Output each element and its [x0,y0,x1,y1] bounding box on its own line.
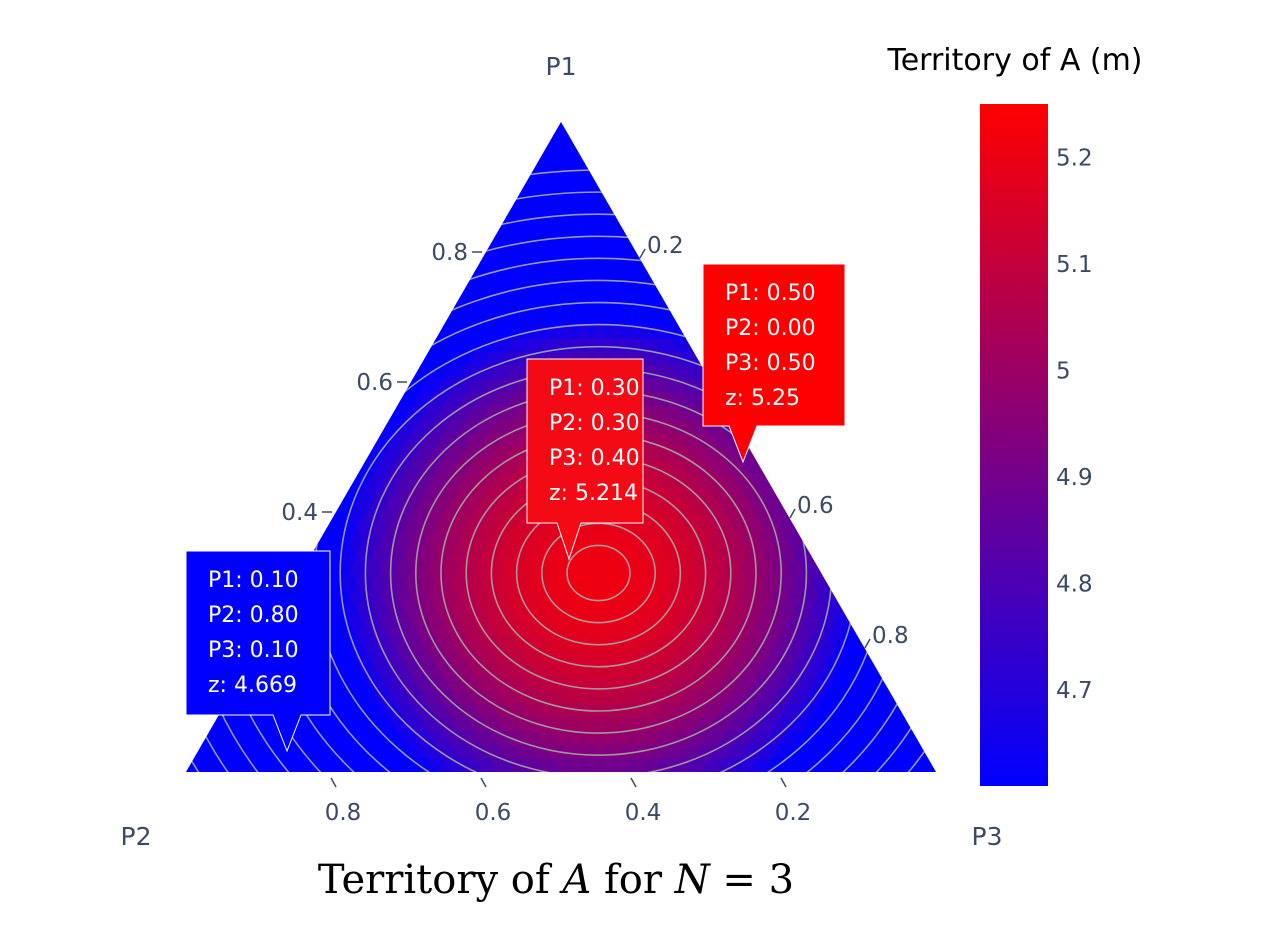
annotation-line: z: 5.25 [725,386,800,411]
annotation-line: P2: 0.00 [725,316,816,341]
title-part: = 3 [710,857,794,903]
tick-mark-p2 [630,777,637,788]
annotation-box [702,263,846,464]
annotation-box [526,358,644,561]
tick-mark-p2 [780,777,787,788]
title-part: A [558,857,591,903]
corner-title-p1: P1 [546,52,577,81]
title-part: for [591,857,674,903]
annotations: P1: 0.30 P2: 0.30 P3: 0.40 z: 5.214 P1: 0.50… [185,263,846,753]
tick-label-p2: 0.6 [475,800,512,826]
tick-label-p2: 0.8 [325,800,362,826]
tick-label-p1: 0.6 [356,370,393,396]
annotation-edge: P1: 0.50 P2: 0.00 P3: 0.50 z: 5.25 [702,263,846,464]
annotation-line: P1: 0.10 [208,568,299,593]
tick-mark-p3 [789,508,796,519]
annotation-line: P3: 0.10 [208,638,299,663]
title-part: Territory of [318,857,562,903]
colorbar-tick-label: 5.1 [1056,252,1093,278]
colorbar: 5.2 5.1 5 4.9 4.8 4.7 Territory of A (m) [886,43,1143,786]
colorbar-tick-label: 5 [1056,358,1071,384]
ternary-axes: 0.8 0.6 0.4 0.8 0.6 0.4 0.2 0.2 0.6 0.8 P1 P2 P3 [121,52,1003,851]
annotation-line: z: 4.669 [208,673,297,698]
colorbar-title: Territory of A (m) [886,43,1142,78]
annotation-line: P2: 0.80 [208,603,299,628]
annotation-line: P3: 0.40 [549,446,640,471]
colorbar-tick-label: 4.9 [1056,465,1093,491]
colorbar-tick-label: 4.7 [1056,678,1093,704]
tick-label-p3: 0.8 [872,623,909,649]
contour-line [566,544,631,602]
tick-label-p2: 0.4 [625,800,662,826]
colorbar-tick-label: 4.8 [1056,572,1093,598]
annotation-corner: P1: 0.10 P2: 0.80 P3: 0.10 z: 4.669 [185,550,331,753]
colorbar-gradient [980,104,1048,786]
chart-title: Territory of A for N = 3 [318,857,794,903]
annotation-box [185,550,331,753]
annotation-line: z: 5.214 [549,481,638,506]
tick-label-p2: 0.2 [775,800,812,826]
title-part: N [674,857,712,903]
tick-mark-p2 [330,777,337,788]
tick-mark-p2 [480,777,487,788]
tick-label-p3: 0.6 [797,493,834,519]
annotation-line: P3: 0.50 [725,351,816,376]
corner-title-p2: P2 [121,822,152,851]
annotation-line: P1: 0.30 [549,376,640,401]
annotation-line: P1: 0.50 [725,281,816,306]
annotation-center: P1: 0.30 P2: 0.30 P3: 0.40 z: 5.214 [526,358,644,561]
contour-line [186,191,936,772]
colorbar-tick-label: 5.2 [1056,145,1093,171]
tick-label-p1: 0.8 [431,240,468,266]
tick-label-p3: 0.2 [647,233,684,259]
tick-label-p1: 0.4 [281,500,318,526]
corner-title-p3: P3 [972,822,1003,851]
tick-mark-p3 [639,248,646,259]
annotation-line: P2: 0.30 [549,411,640,436]
tick-mark-p3 [864,638,871,649]
